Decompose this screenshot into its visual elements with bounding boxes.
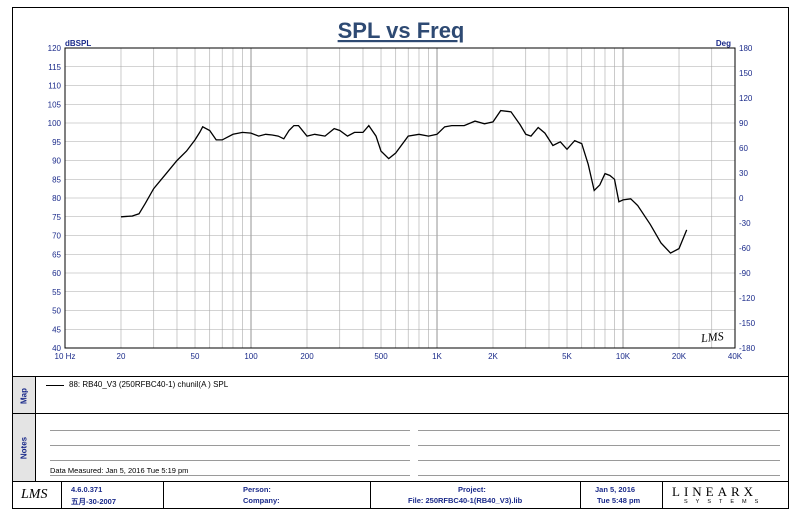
note-line: [418, 430, 780, 431]
map-panel-label: Map: [13, 377, 36, 414]
footer-bar: LMS 4.6.0.371 五月-30-2007 Person: Company…: [13, 481, 788, 509]
y2-tick-label: -150: [739, 319, 756, 328]
version-number: 4.6.0.371: [71, 485, 103, 494]
y-tick-label: 85: [52, 175, 61, 184]
y-tick-label: 75: [52, 213, 61, 222]
data-measured-text: Data Measured: Jan 5, 2016 Tue 5:19 pm: [50, 466, 189, 475]
version-date: 五月-30-2007: [71, 497, 117, 506]
legend-swatch: [46, 385, 64, 386]
footer-date: Jan 5, 2016: [595, 485, 636, 494]
x-tick-label: 20K: [672, 352, 687, 361]
y-tick-label: 100: [48, 119, 62, 128]
y-tick-label: 55: [52, 288, 61, 297]
y-tick-label: 120: [48, 44, 62, 53]
y-axis-unit: dBSPL: [65, 39, 91, 48]
x-tick-label: 10 Hz: [55, 352, 76, 361]
person-label: Person:: [243, 485, 271, 494]
x-tick-label: 5K: [562, 352, 572, 361]
y2-tick-label: 120: [739, 94, 753, 103]
x-tick-label: 200: [300, 352, 314, 361]
y2-axis-unit: Deg: [716, 39, 731, 48]
y-axis-ticks: 40 45 50 55 60 65 70 75 80 85 90 95 100 105 110 115 120: [48, 44, 62, 353]
note-line: [50, 430, 410, 431]
y2-tick-label: -180: [739, 344, 756, 353]
lms-window: SPL vs Freq dBSPL Deg 40 45 50 55 60 65 70 75 80…: [12, 7, 789, 509]
y2-tick-label: -30: [739, 219, 751, 228]
note-line: [50, 460, 410, 461]
project-label: Project:: [458, 485, 486, 494]
y2-axis-ticks: -180 -150 -120 -90 -60 -30 0 30 60 90 120 150 180: [739, 44, 756, 353]
x-tick-label: 2K: [488, 352, 498, 361]
y2-tick-label: 90: [739, 119, 748, 128]
y2-tick-label: 60: [739, 144, 748, 153]
footer-version-cell: 4.6.0.371 五月-30-2007: [61, 482, 164, 508]
y-tick-label: 95: [52, 138, 61, 147]
x-tick-label: 20: [117, 352, 126, 361]
y2-tick-label: -120: [739, 294, 756, 303]
y-tick-label: 70: [52, 232, 61, 241]
lms-watermark: LMS: [699, 329, 724, 345]
plot-border: [64, 47, 736, 349]
plot-grid: [64, 47, 736, 349]
y-tick-label: 105: [48, 100, 62, 109]
x-tick-label: 100: [244, 352, 258, 361]
y-tick-label: 40: [52, 344, 61, 353]
footer-project-cell: Project: File: 250RFBC40-1(RB40_V3).lib: [370, 482, 581, 508]
y-tick-label: 50: [52, 307, 61, 316]
note-line: [50, 475, 410, 476]
y-tick-label: 115: [48, 63, 61, 72]
y2-tick-label: 180: [739, 44, 753, 53]
notes-panel-label: Notes: [13, 414, 36, 482]
x-tick-label: 40K: [728, 352, 743, 361]
note-line: [418, 445, 780, 446]
y2-tick-label: 150: [739, 69, 753, 78]
lms-logo: LMS: [21, 487, 48, 502]
map-panel: Map 88: RB40_V3 (250RFBC40-1) chunil(A )…: [13, 376, 788, 414]
spl-chart: SPL vs Freq dBSPL Deg 40 45 50 55 60 65 70 75 80…: [48, 18, 756, 361]
y2-tick-label: 30: [739, 169, 748, 178]
y-tick-label: 110: [48, 82, 61, 91]
footer-logo-cell: LMS: [13, 482, 62, 508]
x-tick-label: 50: [191, 352, 200, 361]
x-tick-label: 500: [374, 352, 388, 361]
note-line: [418, 475, 780, 476]
footer-brand-cell: LINEARX SYSTEMS: [662, 482, 787, 508]
y-tick-label: 80: [52, 194, 61, 203]
y-tick-label: 90: [52, 157, 61, 166]
y2-tick-label: -90: [739, 269, 751, 278]
y-tick-label: 65: [52, 250, 61, 259]
y-tick-label: 45: [52, 325, 61, 334]
footer-person-cell: Person: Company:: [163, 482, 371, 508]
spl-series-line: [120, 109, 688, 254]
company-label: Company:: [243, 496, 280, 505]
x-axis-ticks: 10 Hz 20 50 100 200 500 1K 2K 5K 10K 20K 40K: [55, 352, 743, 361]
footer-time: Tue 5:48 pm: [597, 496, 641, 505]
note-line: [50, 445, 410, 446]
notes-panel: Notes Data Measured: Jan 5, 2016 Tue 5:1…: [13, 413, 788, 482]
footer-date-cell: Jan 5, 2016 Tue 5:48 pm: [580, 482, 663, 508]
legend-entry: 88: RB40_V3 (250RFBC40-1) chunil(A ) SPL: [69, 380, 229, 389]
linearx-brand-sub: SYSTEMS: [684, 499, 767, 505]
y-tick-label: 60: [52, 269, 61, 278]
chart-title: SPL vs Freq: [338, 18, 465, 43]
y2-tick-label: -60: [739, 244, 751, 253]
note-line: [418, 460, 780, 461]
y2-tick-label: 0: [739, 194, 744, 203]
linearx-brand: LINEARX: [672, 484, 758, 499]
project-file: File: 250RFBC40-1(RB40_V3).lib: [408, 496, 523, 505]
x-tick-label: 1K: [432, 352, 442, 361]
x-tick-label: 10K: [616, 352, 631, 361]
